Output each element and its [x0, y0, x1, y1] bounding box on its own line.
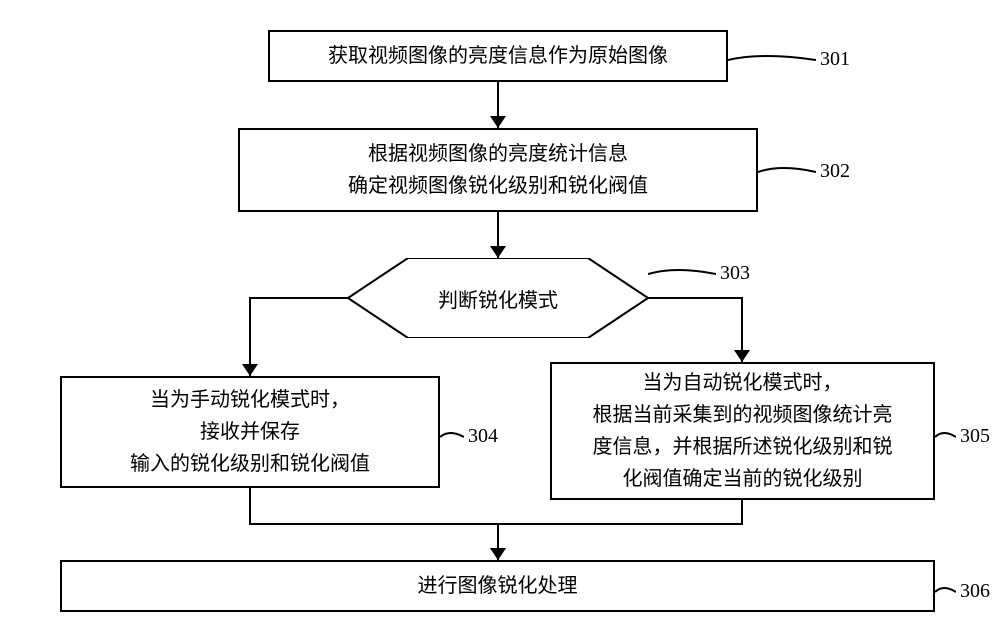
leader-n304 [440, 422, 464, 452]
edge-n304-n306 [238, 476, 510, 572]
process-n302: 根据视频图像的亮度统计信息确定视频图像锐化级别和锐化阀值 [238, 128, 758, 212]
node-text: 当为手动锐化模式时，接收并保存输入的锐化级别和锐化阀值 [130, 384, 370, 480]
node-text: 获取视频图像的亮度信息作为原始图像 [328, 40, 668, 72]
flowchart-container: 获取视频图像的亮度信息作为原始图像 301 根据视频图像的亮度统计信息确定视频图像锐… [0, 0, 1000, 644]
node-text: 判断锐化模式 [438, 284, 558, 313]
process-n304: 当为手动锐化模式时，接收并保存输入的锐化级别和锐化阀值 [60, 376, 440, 488]
edge-n303-n304 [238, 286, 360, 388]
leader-n302 [758, 157, 816, 187]
step-label-n302: 302 [820, 160, 850, 183]
leader-n306 [935, 577, 956, 607]
step-label-n304: 304 [468, 425, 498, 448]
process-n306: 进行图像锐化处理 [60, 560, 935, 612]
node-text: 进行图像锐化处理 [418, 570, 578, 602]
leader-n303 [648, 259, 716, 289]
step-label-n305: 305 [960, 425, 990, 448]
leader-n305 [935, 422, 956, 452]
step-label-n301: 301 [820, 48, 850, 71]
decision-n303: 判断锐化模式 [348, 258, 648, 338]
step-label-n306: 306 [960, 580, 990, 603]
node-text: 根据视频图像的亮度统计信息确定视频图像锐化级别和锐化阀值 [348, 138, 648, 202]
step-label-n303: 303 [720, 262, 750, 285]
leader-n301 [728, 45, 816, 75]
edge-n303-n305 [636, 286, 754, 374]
process-n301: 获取视频图像的亮度信息作为原始图像 [268, 30, 728, 82]
process-n305: 当为自动锐化模式时，根据当前采集到的视频图像统计亮度信息，并根据所述锐化级别和锐… [550, 362, 935, 500]
node-text: 当为自动锐化模式时，根据当前采集到的视频图像统计亮度信息，并根据所述锐化级别和锐… [593, 367, 893, 495]
